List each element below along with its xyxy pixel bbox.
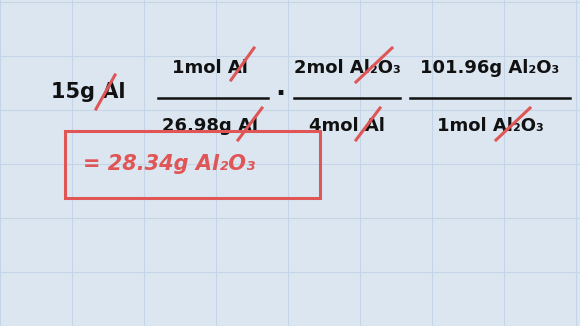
Text: 26.98g Al: 26.98g Al [162, 117, 258, 135]
Text: 1mol Al₂O₃: 1mol Al₂O₃ [437, 117, 543, 135]
Text: 4mol Al: 4mol Al [309, 117, 385, 135]
Text: 1mol Al: 1mol Al [172, 59, 248, 77]
Text: 101.96g Al₂O₃: 101.96g Al₂O₃ [420, 59, 560, 77]
Text: ·: · [275, 82, 285, 108]
Text: 2mol Al₂O₃: 2mol Al₂O₃ [293, 59, 400, 77]
Text: = 28.34g Al₂O₃: = 28.34g Al₂O₃ [83, 155, 255, 174]
Text: 15g Al: 15g Al [51, 82, 125, 102]
